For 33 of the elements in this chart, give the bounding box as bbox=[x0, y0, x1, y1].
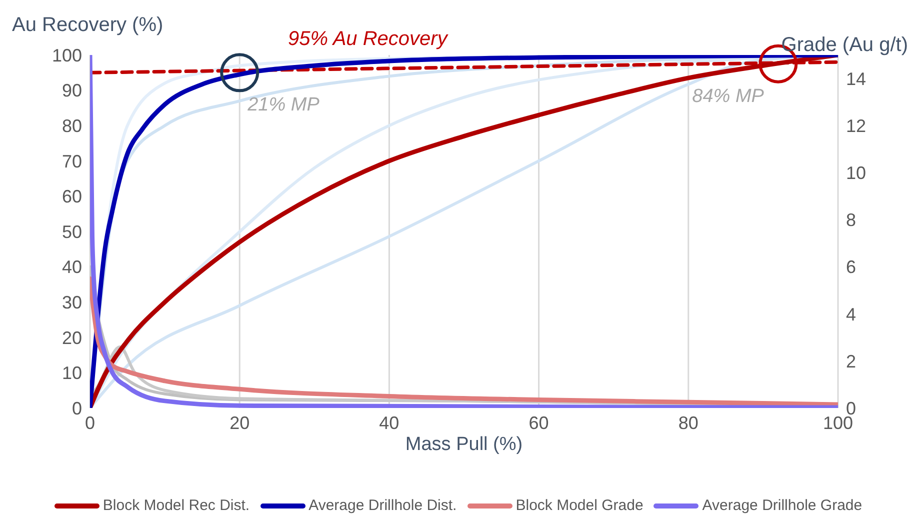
y-tick-label: 30 bbox=[62, 292, 82, 312]
annotation: 84% MP bbox=[692, 86, 764, 107]
y2-tick-label: 8 bbox=[846, 210, 856, 230]
y2-tick-label: 10 bbox=[846, 163, 866, 184]
y-tick-label: 40 bbox=[62, 257, 82, 278]
text: 95% Au Recovery bbox=[288, 28, 448, 51]
legend-label: Block Model Rec Dist. bbox=[102, 497, 250, 514]
y-tick-label: 60 bbox=[62, 186, 82, 207]
annotation: 21% MP bbox=[246, 94, 320, 116]
legend-label: Average Drillhole Dist. bbox=[308, 497, 457, 514]
x-tick-label: 0 bbox=[84, 412, 96, 433]
y-tick-label: 90 bbox=[62, 80, 82, 101]
y-tick-label: 70 bbox=[62, 151, 82, 172]
y2-tick-label: 6 bbox=[846, 257, 856, 278]
x-tick-label: 60 bbox=[528, 412, 549, 433]
x-tick-label: 20 bbox=[230, 412, 250, 433]
legend-label: Average Drillhole Grade bbox=[702, 497, 862, 514]
y2-tick-label: 12 bbox=[846, 116, 866, 136]
y-tick-label: 100 bbox=[52, 45, 82, 66]
y-tick-label: 10 bbox=[62, 363, 82, 384]
x-axis-title: Mass Pull (%) bbox=[405, 434, 523, 455]
y2-tick-label: 4 bbox=[846, 304, 856, 324]
x-tick-label: 40 bbox=[379, 412, 400, 433]
legend-label: Block Model Grade bbox=[516, 497, 644, 514]
y2-tick-label: 14 bbox=[846, 68, 866, 89]
y-axis-title: Au Recovery (%) bbox=[12, 14, 164, 37]
y-tick-label: 0 bbox=[72, 398, 82, 418]
y-tick-label: 50 bbox=[62, 222, 82, 242]
y2-tick-label: 2 bbox=[846, 351, 856, 372]
y-tick-label: 20 bbox=[62, 328, 82, 348]
x-tick-label: 80 bbox=[678, 412, 698, 433]
y2-axis-title: Grade (Au g/t) bbox=[781, 34, 908, 57]
y-tick-label: 80 bbox=[62, 116, 82, 136]
